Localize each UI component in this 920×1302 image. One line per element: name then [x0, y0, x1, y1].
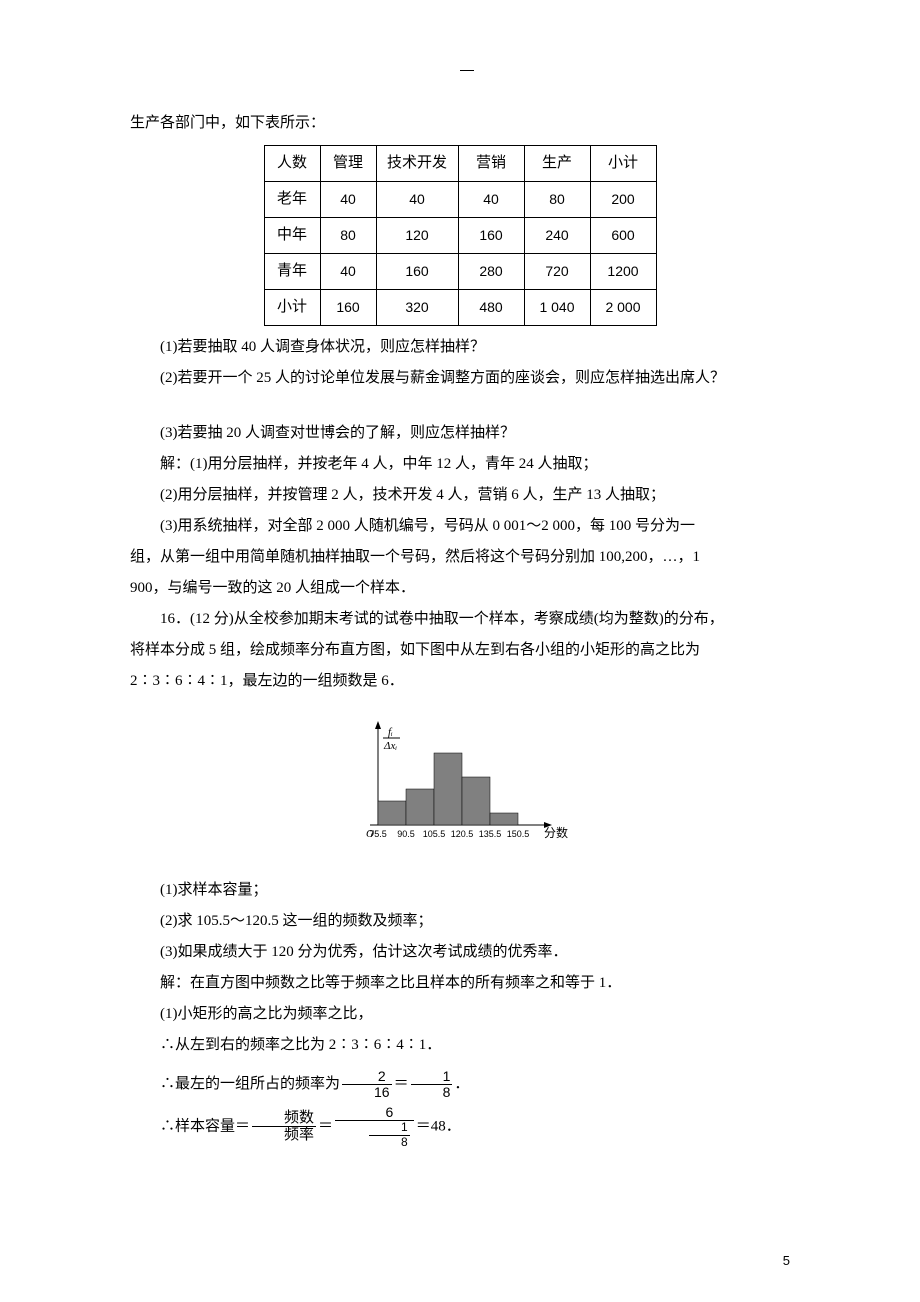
denominator: 8	[411, 1085, 453, 1100]
svg-text:Δxᵢ: Δxᵢ	[383, 740, 397, 752]
fraction-complex: 618	[335, 1105, 414, 1149]
td: 80	[320, 218, 376, 254]
answer-1: 解：(1)用分层抽样，并按老年 4 人，中年 12 人，青年 24 人抽取；	[130, 451, 790, 478]
td: 1 040	[524, 290, 590, 326]
histogram-svg: fᵢΔxᵢO75.590.5105.5120.5135.5150.5分数	[330, 715, 590, 855]
th: 管理	[320, 146, 376, 182]
answer-3c: 900，与编号一致的这 20 人组成一个样本．	[130, 575, 790, 602]
question-1: (1)若要抽取 40 人调查身体状况，则应怎样抽样？	[130, 334, 790, 361]
th: 技术开发	[376, 146, 458, 182]
td: 160	[320, 290, 376, 326]
fraction-inner: 18	[369, 1121, 410, 1148]
spacer	[130, 396, 790, 420]
table-row: 中年 80 120 160 240 600	[264, 218, 656, 254]
eq: ＝	[394, 1076, 409, 1092]
data-table: 人数 管理 技术开发 营销 生产 小计 老年 40 40 40 80 200 中…	[264, 145, 657, 326]
solution-1d: ∴样本容量＝频数频率＝618＝48．	[130, 1105, 790, 1149]
svg-text:105.5: 105.5	[423, 829, 446, 839]
td: 小计	[264, 290, 320, 326]
svg-text:120.5: 120.5	[451, 829, 474, 839]
fraction: 频数频率	[252, 1110, 316, 1144]
td: 160	[458, 218, 524, 254]
problem-16c: 2∶3∶6∶4∶1，最左边的一组频数是 6．	[130, 668, 790, 695]
question-3: (3)若要抽 20 人调查对世博会的了解，则应怎样抽样？	[130, 420, 790, 447]
page-number: 5	[783, 1249, 790, 1272]
td: 1200	[590, 254, 656, 290]
numerator: 6	[335, 1105, 414, 1121]
table-row: 老年 40 40 40 80 200	[264, 182, 656, 218]
td: 80	[524, 182, 590, 218]
th: 小计	[590, 146, 656, 182]
svg-text:90.5: 90.5	[397, 829, 415, 839]
question-2: (2)若要开一个 25 人的讨论单位发展与薪金调整方面的座谈会，则应怎样抽选出席…	[130, 365, 790, 392]
svg-text:150.5: 150.5	[507, 829, 530, 839]
solution-0: 解：在直方图中频数之比等于频率之比且样本的所有频率之和等于 1．	[130, 970, 790, 997]
denominator: 16	[342, 1085, 392, 1100]
td: 2 000	[590, 290, 656, 326]
th: 人数	[264, 146, 320, 182]
fraction: 18	[411, 1069, 453, 1101]
answer-3b: 组，从第一组中用简单随机抽样抽取一个号码，然后将这个号码分别加 100,200，…	[130, 544, 790, 571]
td: 480	[458, 290, 524, 326]
fraction: 216	[342, 1069, 392, 1101]
td: 40	[376, 182, 458, 218]
td: 120	[376, 218, 458, 254]
problem-16a: 16．(12 分)从全校参加期末考试的试卷中抽取一个样本，考察成绩(均为整数)的…	[130, 606, 790, 633]
table-row: 小计 160 320 480 1 040 2 000	[264, 290, 656, 326]
answer-3a: (3)用系统抽样，对全部 2 000 人随机编号，号码从 0 001～2 000…	[130, 513, 790, 540]
numerator: 1	[411, 1069, 453, 1085]
td: 200	[590, 182, 656, 218]
td: 40	[458, 182, 524, 218]
sol1c-pre: ∴最左的一组所占的频率为	[160, 1076, 340, 1092]
eq: ＝48．	[416, 1118, 461, 1134]
numerator: 1	[369, 1121, 410, 1135]
th: 生产	[524, 146, 590, 182]
numerator: 2	[342, 1069, 392, 1085]
td: 青年	[264, 254, 320, 290]
denominator: 频率	[252, 1127, 316, 1144]
eq: ＝	[318, 1118, 333, 1134]
solution-1a: (1)小矩形的高之比为频率之比，	[130, 1001, 790, 1028]
table-row: 青年 40 160 280 720 1200	[264, 254, 656, 290]
td: 320	[376, 290, 458, 326]
svg-text:75.5: 75.5	[369, 829, 387, 839]
sub-3: (3)如果成绩大于 120 分为优秀，估计这次考试成绩的优秀率．	[130, 939, 790, 966]
denominator: 18	[335, 1121, 414, 1148]
td: 中年	[264, 218, 320, 254]
svg-text:135.5: 135.5	[479, 829, 502, 839]
intro-text: 生产各部门中，如下表所示：	[130, 110, 790, 137]
td: 720	[524, 254, 590, 290]
td: 40	[320, 182, 376, 218]
solution-1b: ∴从左到右的频率之比为 2∶3∶6∶4∶1．	[130, 1032, 790, 1059]
top-dash	[460, 70, 474, 71]
denominator: 8	[369, 1136, 410, 1149]
sub-1: (1)求样本容量；	[130, 877, 790, 904]
td: 600	[590, 218, 656, 254]
solution-1c: ∴最左的一组所占的频率为216＝18．	[130, 1063, 790, 1105]
sol1d-pre: ∴样本容量＝	[160, 1118, 250, 1134]
problem-16b: 将样本分成 5 组，绘成频率分布直方图，如下图中从左到右各小组的小矩形的高之比为	[130, 637, 790, 664]
svg-text:fᵢ: fᵢ	[388, 726, 393, 738]
period: ．	[454, 1076, 469, 1092]
th: 营销	[458, 146, 524, 182]
numerator: 频数	[252, 1110, 316, 1128]
td: 老年	[264, 182, 320, 218]
td: 240	[524, 218, 590, 254]
svg-text:分数: 分数	[544, 825, 568, 840]
td: 40	[320, 254, 376, 290]
td: 280	[458, 254, 524, 290]
answer-2: (2)用分层抽样，并按管理 2 人，技术开发 4 人，营销 6 人，生产 13 …	[130, 482, 790, 509]
td: 160	[376, 254, 458, 290]
table-header-row: 人数 管理 技术开发 营销 生产 小计	[264, 146, 656, 182]
sub-2: (2)求 105.5～120.5 这一组的频数及频率；	[130, 908, 790, 935]
histogram-chart: fᵢΔxᵢO75.590.5105.5120.5135.5150.5分数	[130, 715, 790, 865]
